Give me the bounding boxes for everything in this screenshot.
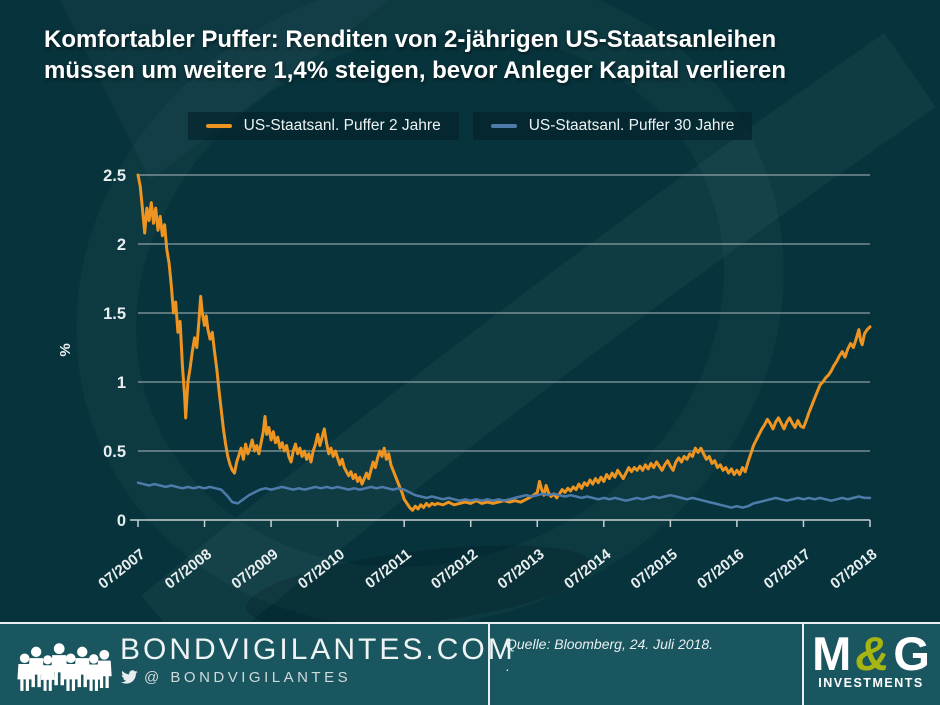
mg-logo-investments: INVESTMENTS: [818, 676, 924, 690]
series-line-2-jahre: [136, 173, 872, 512]
x-tick-label-07/2013: 07/2013: [495, 546, 548, 593]
x-tick-label-07/2016: 07/2016: [694, 546, 747, 593]
footer-logo-cell: M & G INVESTMENTS: [802, 624, 940, 705]
twitter-bird-icon: [121, 670, 138, 684]
source-text-line2: .: [506, 658, 510, 674]
headline-line-2: müssen um weitere 1,4% steigen, bevor An…: [44, 57, 787, 84]
legend-label-2-jahre: US-Staatsanl. Puffer 2 Jahre: [243, 117, 441, 134]
footer-bar: BONDVIGILANTES.COM @ BONDVIGILANTES Quel…: [0, 622, 940, 705]
mg-logo-m: M: [812, 627, 852, 680]
y-tick-label-0: 0: [117, 512, 126, 530]
legend-entry-30-jahre: US-Staatsanl. Puffer 30 Jahre: [472, 112, 753, 140]
y-tick-label-1.5: 1.5: [103, 305, 126, 323]
y-tick-label-2: 2: [117, 236, 126, 254]
x-tick-label-07/2007: 07/2007: [95, 546, 148, 593]
chart-legend: US-Staatsanl. Puffer 2 Jahre US-Staatsan…: [0, 112, 940, 140]
x-tick-label-07/2008: 07/2008: [162, 546, 215, 593]
mg-logo-ampersand: &: [855, 627, 890, 680]
y-tick-label-2.5: 2.5: [103, 167, 126, 185]
people-crowd-icon: [17, 643, 112, 691]
x-tick-label-07/2011: 07/2011: [362, 546, 415, 592]
x-tick-label-07/2015: 07/2015: [628, 546, 681, 593]
twitter-handle: @ BONDVIGILANTES: [144, 669, 352, 686]
y-tick-label-0.5: 0.5: [103, 443, 126, 461]
x-tick-label-07/2014: 07/2014: [561, 545, 615, 592]
twitter-row[interactable]: @ BONDVIGILANTES: [120, 669, 516, 686]
x-tick-label-07/2017: 07/2017: [761, 546, 814, 593]
x-tick-label-07/2018: 07/2018: [827, 546, 880, 593]
x-tick-label-07/2012: 07/2012: [428, 546, 481, 593]
mg-logo: M & G: [812, 630, 930, 677]
chart-headline: Komfortabler Puffer: Renditen von 2-jähr…: [44, 24, 904, 86]
mg-logo-g: G: [893, 627, 930, 680]
legend-swatch-blue: [490, 124, 517, 128]
footer-source-cell: Quelle: Bloomberg, 24. Juli 2018. .: [490, 624, 800, 705]
y-tick-label-1: 1: [117, 374, 126, 392]
x-tick-label-07/2009: 07/2009: [228, 546, 281, 593]
y-axis-label: %: [57, 343, 74, 356]
footer-divider-2: [802, 624, 804, 705]
headline-line-1: Komfortabler Puffer: Renditen von 2-jähr…: [44, 26, 777, 53]
site-name[interactable]: BONDVIGILANTES.COM: [120, 633, 516, 666]
source-text: Quelle: Bloomberg, 24. Juli 2018.: [506, 636, 714, 652]
x-tick-label-07/2010: 07/2010: [295, 546, 348, 593]
legend-entry-2-jahre: US-Staatsanl. Puffer 2 Jahre: [187, 112, 459, 140]
legend-swatch-orange: [205, 124, 232, 128]
legend-label-30-jahre: US-Staatsanl. Puffer 30 Jahre: [528, 117, 735, 134]
brand-text-block: BONDVIGILANTES.COM @ BONDVIGILANTES: [120, 633, 516, 686]
footer-divider-1: [488, 624, 490, 705]
series-line-30-jahre: [136, 481, 872, 509]
footer-brand-cell: BONDVIGILANTES.COM @ BONDVIGILANTES: [0, 624, 513, 705]
